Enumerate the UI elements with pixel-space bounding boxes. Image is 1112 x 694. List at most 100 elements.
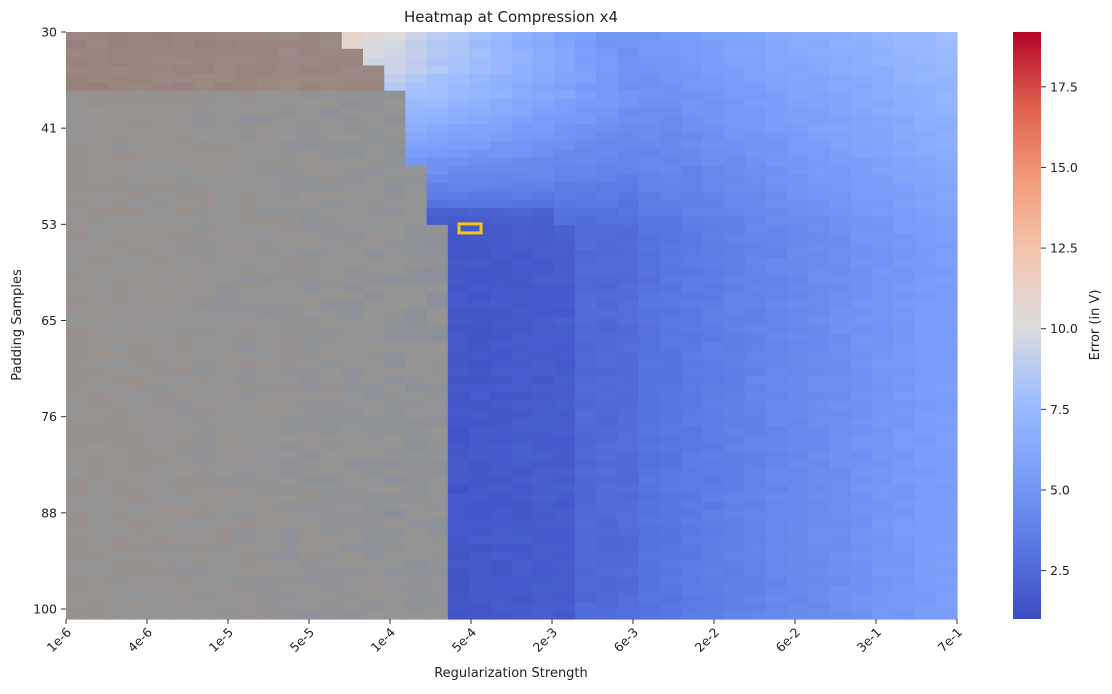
heatmap-cell bbox=[363, 266, 385, 276]
heatmap-cell bbox=[744, 124, 767, 134]
heatmap-cell bbox=[660, 57, 682, 67]
heatmap-cell bbox=[214, 182, 237, 192]
heatmap-cell bbox=[490, 107, 513, 117]
heatmap-cell bbox=[320, 258, 343, 268]
heatmap-cell bbox=[872, 174, 894, 184]
heatmap-cell bbox=[702, 166, 725, 176]
heatmap-cell bbox=[681, 400, 704, 410]
heatmap-cell bbox=[235, 90, 258, 100]
heatmap-cell bbox=[872, 82, 894, 92]
heatmap-cell bbox=[914, 149, 937, 159]
heatmap-cell bbox=[681, 208, 704, 218]
heatmap-cell bbox=[87, 182, 110, 192]
heatmap-cell bbox=[638, 518, 661, 528]
heatmap-cell bbox=[214, 350, 237, 360]
heatmap-cell bbox=[426, 275, 449, 285]
heatmap-cell bbox=[235, 333, 258, 343]
heatmap-cell bbox=[723, 275, 746, 285]
heatmap-cell bbox=[278, 241, 300, 251]
heatmap-cell bbox=[278, 568, 300, 578]
heatmap-cell bbox=[872, 602, 894, 612]
heatmap-cell bbox=[660, 266, 682, 276]
heatmap-cell bbox=[935, 459, 958, 469]
heatmap-cell bbox=[532, 535, 555, 545]
heatmap-cell bbox=[129, 543, 152, 553]
heatmap-cell bbox=[660, 115, 682, 125]
heatmap-cell bbox=[447, 593, 470, 603]
heatmap-cell bbox=[914, 224, 937, 234]
heatmap-cell bbox=[872, 375, 894, 385]
heatmap-cell bbox=[744, 208, 767, 218]
heatmap-cell bbox=[617, 166, 640, 176]
heatmap-cell bbox=[575, 350, 597, 360]
heatmap-cell bbox=[660, 367, 682, 377]
heatmap-cell bbox=[341, 509, 364, 519]
heatmap-cell bbox=[744, 275, 767, 285]
heatmap-cell bbox=[553, 409, 576, 419]
heatmap-cell bbox=[681, 99, 704, 109]
heatmap-cell bbox=[363, 451, 385, 461]
heatmap-cell bbox=[766, 250, 788, 260]
heatmap-cell bbox=[129, 283, 152, 293]
heatmap-cell bbox=[299, 493, 322, 503]
heatmap-cell bbox=[723, 535, 746, 545]
heatmap-cell bbox=[405, 350, 428, 360]
heatmap-cell bbox=[108, 300, 131, 310]
heatmap-cell bbox=[129, 484, 152, 494]
heatmap-cell bbox=[341, 375, 364, 385]
heatmap-cell bbox=[87, 199, 110, 209]
heatmap-cell bbox=[299, 224, 322, 234]
heatmap-cell bbox=[553, 308, 576, 318]
heatmap-cell bbox=[214, 57, 237, 67]
heatmap-cell bbox=[150, 577, 173, 587]
heatmap-cell bbox=[617, 367, 640, 377]
heatmap-cell bbox=[426, 476, 449, 486]
heatmap-cell bbox=[172, 543, 194, 553]
heatmap-cell bbox=[214, 610, 237, 620]
heatmap-cell bbox=[426, 40, 449, 50]
heatmap-cell bbox=[553, 577, 576, 587]
heatmap-cell bbox=[363, 593, 385, 603]
heatmap-cell bbox=[553, 535, 576, 545]
heatmap-cell bbox=[129, 224, 152, 234]
heatmap-cell bbox=[193, 560, 216, 570]
heatmap-cell bbox=[532, 333, 555, 343]
heatmap-cell bbox=[723, 317, 746, 327]
heatmap-cell bbox=[426, 216, 449, 226]
heatmap-cell bbox=[681, 442, 704, 452]
heatmap-cell bbox=[638, 400, 661, 410]
heatmap-cell bbox=[808, 157, 831, 167]
heatmap-cell bbox=[617, 417, 640, 427]
heatmap-cell bbox=[278, 535, 300, 545]
heatmap-cell bbox=[66, 509, 88, 519]
heatmap-cell bbox=[320, 82, 343, 92]
heatmap-cell bbox=[256, 99, 279, 109]
heatmap-cell bbox=[256, 308, 279, 318]
heatmap-cell bbox=[787, 484, 810, 494]
heatmap-cell bbox=[787, 99, 810, 109]
heatmap-cell bbox=[214, 275, 237, 285]
heatmap-cell bbox=[363, 350, 385, 360]
heatmap-cell bbox=[341, 224, 364, 234]
heatmap-cell bbox=[490, 384, 513, 394]
heatmap-cell bbox=[341, 484, 364, 494]
heatmap-cell bbox=[914, 40, 937, 50]
heatmap-cell bbox=[363, 107, 385, 117]
heatmap-cell bbox=[172, 325, 194, 335]
heatmap-cell bbox=[87, 275, 110, 285]
heatmap-cell bbox=[787, 451, 810, 461]
heatmap-cell bbox=[214, 99, 237, 109]
heatmap-cell bbox=[172, 57, 194, 67]
heatmap-cell bbox=[87, 342, 110, 352]
heatmap-cell bbox=[341, 384, 364, 394]
heatmap-cell bbox=[384, 543, 407, 553]
heatmap-cell bbox=[469, 417, 491, 427]
heatmap-cell bbox=[150, 250, 173, 260]
heatmap-cell bbox=[363, 325, 385, 335]
heatmap-cell bbox=[384, 493, 407, 503]
heatmap-cell bbox=[172, 82, 194, 92]
heatmap-cell bbox=[829, 468, 852, 478]
heatmap-cell bbox=[405, 191, 428, 201]
heatmap-cell bbox=[702, 535, 725, 545]
heatmap-cell bbox=[341, 199, 364, 209]
